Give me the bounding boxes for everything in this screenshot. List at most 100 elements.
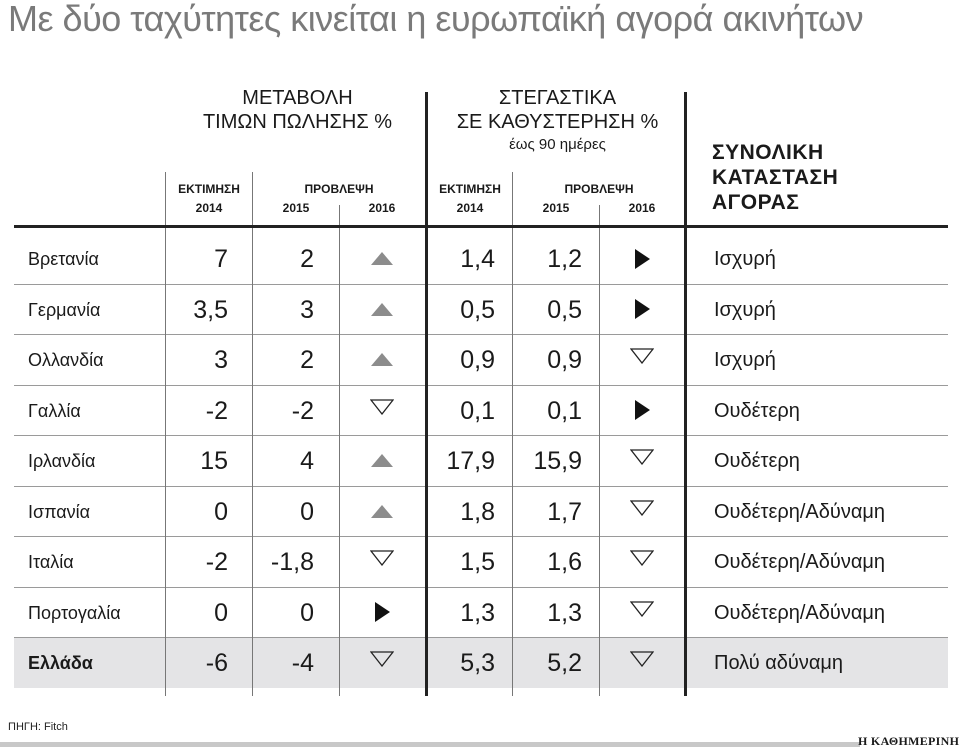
subheader-year-2016-loans: 2016 bbox=[628, 201, 656, 215]
market-status: Ουδέτερη bbox=[714, 399, 800, 422]
divider bbox=[165, 172, 166, 696]
divider bbox=[425, 92, 428, 696]
row-divider bbox=[14, 384, 948, 386]
country-name: Γερμανία bbox=[28, 299, 101, 320]
triangle-up-icon bbox=[371, 252, 393, 266]
status-header-line2: ΚΑΤΑΣΤΑΣΗ bbox=[712, 166, 839, 189]
loans-2016-trend bbox=[599, 638, 685, 688]
market-status: Ισχυρή bbox=[714, 298, 776, 321]
market-status: Ουδέτερη bbox=[714, 450, 800, 472]
group-header-loans-line1: ΣΤΕΓΑΣΤΙΚΑ bbox=[498, 87, 617, 109]
triangle-down-icon bbox=[629, 335, 655, 385]
market-status: Ουδέτερη/Αδύναμη bbox=[714, 601, 886, 624]
status-header-line3: ΑΓΟΡΑΣ bbox=[712, 191, 800, 214]
price-2014: 3,5 bbox=[193, 295, 228, 324]
price-2016-trend bbox=[339, 234, 425, 284]
loans-2016-trend bbox=[599, 335, 685, 385]
country-name: Πορτογαλία bbox=[28, 602, 121, 623]
loans-2016-trend bbox=[599, 588, 685, 638]
triangle-right-icon bbox=[634, 400, 650, 421]
triangle-down-icon bbox=[369, 386, 395, 436]
market-status: Ουδέτερη/Αδύναμη bbox=[714, 551, 886, 573]
price-2014: 15 bbox=[200, 447, 228, 475]
subheader-year-2015-loans: 2015 bbox=[542, 201, 570, 215]
group-header-loans-note: έως 90 ημέρες bbox=[509, 136, 606, 153]
loans-2014: 17,9 bbox=[446, 447, 495, 475]
triangle-down-icon bbox=[369, 537, 395, 587]
row-divider bbox=[14, 586, 948, 588]
price-2016-trend bbox=[339, 537, 425, 587]
price-2014: 7 bbox=[214, 245, 228, 273]
subheader-estimate-label: ΕΚΤΙΜΗΣΗ bbox=[178, 182, 240, 196]
loans-2015: 1,6 bbox=[547, 548, 582, 576]
row-divider bbox=[14, 334, 948, 335]
country-name: Ιρλανδία bbox=[28, 451, 96, 471]
group-header-prices-line2: ΤΙΜΩΝ ΠΩΛΗΣΗΣ % bbox=[202, 111, 393, 133]
table-row: Ιταλία -2 -1,8 1,5 1,6 Ουδέτερη/Αδύναμη bbox=[14, 537, 948, 587]
loans-2016-trend bbox=[599, 285, 685, 335]
subheader-year: 2014 bbox=[456, 201, 484, 215]
subheader-year-2016: 2016 bbox=[368, 201, 396, 215]
table-row: Βρετανία 7 2 1,4 1,2 Ισχυρή bbox=[14, 234, 948, 284]
row-divider bbox=[14, 485, 948, 487]
triangle-down-icon bbox=[629, 487, 655, 537]
price-2016-trend bbox=[339, 487, 425, 537]
price-2016-trend bbox=[339, 335, 425, 385]
loans-2015: 1,7 bbox=[547, 497, 582, 526]
divider bbox=[512, 172, 513, 696]
loans-2015: 0,9 bbox=[547, 346, 582, 374]
country-name: Γαλλία bbox=[28, 400, 81, 421]
price-2014: -2 bbox=[205, 396, 228, 425]
price-2016-trend bbox=[339, 638, 425, 688]
divider bbox=[684, 92, 687, 696]
loans-2014: 0,1 bbox=[460, 396, 495, 425]
loans-2016-trend bbox=[599, 386, 685, 436]
status-header: ΣΥΝΟΛΙΚΗ ΚΑΤΑΣΤΑΣΗ ΑΓΟΡΑΣ bbox=[712, 140, 838, 215]
market-status: Ουδέτερη/Αδύναμη bbox=[714, 500, 886, 523]
row-divider bbox=[14, 283, 948, 285]
triangle-up-icon bbox=[371, 504, 393, 518]
loans-2014: 1,8 bbox=[460, 497, 495, 526]
subheader-forecast-label-loans: ΠΡΟΒΛΕΨΗ bbox=[564, 182, 634, 196]
price-2015: 0 bbox=[300, 497, 314, 526]
row-divider bbox=[14, 536, 948, 537]
loans-2015: 0,1 bbox=[547, 396, 582, 425]
price-2014: -6 bbox=[205, 649, 228, 677]
triangle-up-icon bbox=[371, 353, 393, 367]
loans-2014: 1,3 bbox=[460, 598, 495, 627]
status-header-line1: ΣΥΝΟΛΙΚΗ bbox=[712, 141, 824, 164]
loans-2014: 5,3 bbox=[460, 649, 495, 677]
loans-2015: 15,9 bbox=[533, 447, 582, 475]
triangle-up-icon bbox=[371, 454, 393, 468]
loans-2014: 1,5 bbox=[460, 548, 495, 576]
divider bbox=[252, 172, 253, 696]
triangle-right-icon bbox=[634, 299, 650, 320]
footer-bar bbox=[0, 742, 860, 747]
subheader-forecast-label: ΠΡΟΒΛΕΨΗ bbox=[304, 182, 374, 196]
country-name: Ελλάδα bbox=[28, 653, 93, 673]
loans-2014: 0,9 bbox=[460, 346, 495, 374]
price-2014: -2 bbox=[205, 548, 228, 576]
loans-2015: 1,3 bbox=[547, 598, 582, 627]
price-2014: 0 bbox=[214, 497, 228, 526]
subheader-estimate-2014-loans: ΕΚΤΙΜΗΣΗ 2014 bbox=[427, 180, 513, 218]
table-row: Ολλανδία 3 2 0,9 0,9 Ισχυρή bbox=[14, 335, 948, 385]
price-2016-trend bbox=[339, 386, 425, 436]
price-2015: -2 bbox=[291, 396, 314, 425]
loans-2016-trend bbox=[599, 436, 685, 486]
triangle-up-icon bbox=[371, 302, 393, 316]
triangle-right-icon bbox=[374, 602, 390, 623]
country-name: Ισπανία bbox=[28, 501, 91, 522]
price-2014: 0 bbox=[214, 598, 228, 627]
price-2015: 4 bbox=[300, 447, 314, 475]
country-name: Ιταλία bbox=[28, 552, 74, 572]
market-status: Ισχυρή bbox=[714, 349, 776, 371]
country-name: Ολλανδία bbox=[28, 350, 104, 370]
loans-2015: 0,5 bbox=[547, 295, 582, 324]
source-note: ΠΗΓΗ: Fitch bbox=[8, 721, 68, 733]
price-2016-trend bbox=[339, 436, 425, 486]
market-status: Ισχυρή bbox=[714, 248, 776, 270]
price-2015: -4 bbox=[291, 649, 314, 677]
loans-2015: 5,2 bbox=[547, 649, 582, 677]
loans-2014: 0,5 bbox=[460, 295, 495, 324]
